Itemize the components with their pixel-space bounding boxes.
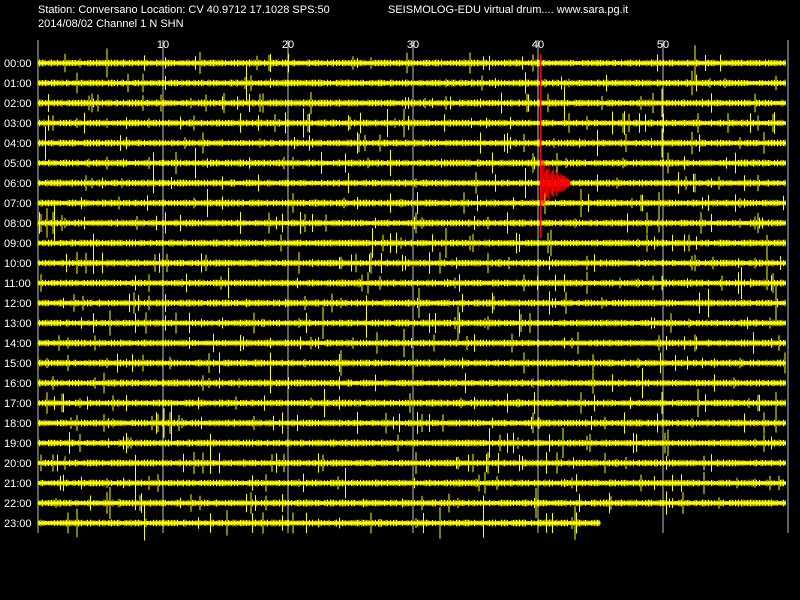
trace-noise <box>37 452 786 474</box>
hour-label: 21:00 <box>4 478 32 490</box>
trace-noise <box>37 228 786 258</box>
event-band <box>540 181 571 185</box>
minute-tick-label: 50 <box>657 39 669 51</box>
trace-noise <box>37 267 786 299</box>
hour-label: 23:00 <box>4 518 32 530</box>
trace-noise <box>37 188 786 218</box>
hour-label: 17:00 <box>4 398 32 410</box>
hour-label: 04:00 <box>4 138 32 150</box>
trace-noise <box>37 45 786 81</box>
hour-label: 20:00 <box>4 458 32 470</box>
trace-noise <box>37 250 786 276</box>
hour-label: 18:00 <box>4 418 32 430</box>
hour-label: 08:00 <box>4 218 32 230</box>
hour-label: 06:00 <box>4 178 32 190</box>
station-info: Station: Conversano Location: CV 40.9712… <box>38 4 330 16</box>
trace-noise <box>37 505 600 541</box>
trace-noise <box>37 86 786 120</box>
trace-noise <box>37 350 786 376</box>
trace-noise <box>37 205 786 241</box>
hour-label: 14:00 <box>4 338 32 350</box>
minute-tick-label: 20 <box>282 39 294 51</box>
trace-noise <box>37 487 786 519</box>
trace-noise <box>37 405 786 441</box>
hour-label: 19:00 <box>4 438 32 450</box>
trace-noise <box>37 108 786 138</box>
trace-band <box>38 521 601 525</box>
hour-label: 15:00 <box>4 358 32 370</box>
hour-label: 02:00 <box>4 98 32 110</box>
hour-label: 01:00 <box>4 78 32 90</box>
hour-label: 22:00 <box>4 498 32 510</box>
minute-tick-label: 10 <box>157 39 169 51</box>
hour-label: 05:00 <box>4 158 32 170</box>
minute-tick-label: 40 <box>532 39 544 51</box>
hour-label: 03:00 <box>4 118 32 130</box>
trace-noise <box>37 285 786 321</box>
app-title: SEISMOLOG-EDU virtual drum.... www.sara.… <box>388 4 629 16</box>
trace-noise <box>37 306 786 340</box>
hour-label: 13:00 <box>4 318 32 330</box>
trace-noise <box>37 65 786 101</box>
hour-label: 07:00 <box>4 198 32 210</box>
trace-noise <box>37 388 786 418</box>
date-channel-info: 2014/08/02 Channel 1 N SHN <box>38 18 184 30</box>
hour-label: 16:00 <box>4 378 32 390</box>
trace-noise <box>37 126 786 160</box>
hour-label: 12:00 <box>4 298 32 310</box>
hour-label: 09:00 <box>4 238 32 250</box>
trace-noise <box>37 467 786 499</box>
trace-noise <box>37 428 786 458</box>
trace-noise <box>37 328 786 358</box>
trace-noise <box>37 167 786 199</box>
trace-noise <box>37 147 786 179</box>
hour-label: 10:00 <box>4 258 32 270</box>
hour-label: 00:00 <box>4 58 32 70</box>
trace-noise <box>37 367 786 399</box>
minute-tick-label: 30 <box>407 39 419 51</box>
hour-label: 11:00 <box>4 278 31 290</box>
